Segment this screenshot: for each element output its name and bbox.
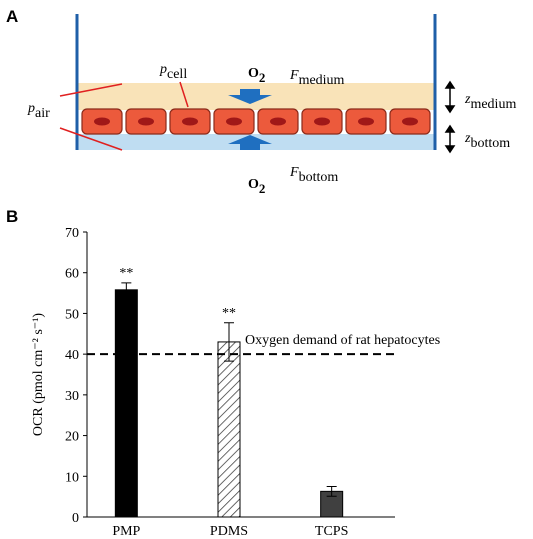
nucleus	[182, 117, 198, 126]
subscript: air	[35, 106, 50, 121]
symbol: O	[248, 177, 259, 192]
bar	[114, 289, 138, 518]
x-tick-label: TCPS	[315, 524, 348, 539]
significance-label: **	[222, 306, 236, 321]
symbol-label: Fbottom	[289, 165, 338, 185]
symbol: z	[464, 92, 471, 107]
symbol-label: pcell	[159, 62, 187, 82]
error-bar	[224, 322, 234, 362]
error-bar	[326, 485, 337, 497]
subscript: 2	[259, 181, 266, 196]
x-tick-label: PMP	[112, 524, 140, 539]
symbol: p	[27, 101, 35, 116]
arrow-up	[228, 135, 272, 150]
y-tick-label: 70	[65, 226, 79, 241]
nucleus	[314, 117, 330, 126]
subscript: cell	[167, 67, 187, 82]
cell-row	[81, 108, 431, 135]
y-tick-label: 30	[65, 389, 79, 404]
error-bar	[121, 282, 132, 298]
symbol: O	[248, 66, 259, 81]
subscript: 2	[259, 70, 266, 85]
pointer	[59, 83, 123, 97]
arrow-down	[228, 89, 272, 104]
y-tick-label: 50	[65, 307, 79, 322]
nucleus	[138, 117, 154, 126]
subscript: bottom	[470, 136, 510, 151]
y-tick-label: 40	[65, 348, 79, 363]
y-tick-label: 20	[65, 430, 79, 445]
nucleus	[94, 117, 110, 126]
symbol-label: pair	[27, 101, 50, 121]
nucleus	[402, 117, 418, 126]
symbol-label: zmedium	[464, 92, 516, 112]
y-tick-label: 0	[72, 511, 79, 526]
y-tick-label: 10	[65, 470, 79, 485]
reference-label: Oxygen demand of rat hepatocytes	[245, 333, 440, 348]
y-axis-label: OCR (pmol cm⁻² s⁻¹)	[31, 313, 46, 436]
symbol: F	[289, 165, 299, 180]
nucleus	[226, 117, 242, 126]
bar	[217, 341, 241, 518]
nucleus	[358, 117, 374, 126]
symbol-label: O2	[248, 66, 265, 85]
x-tick-label: PDMS	[210, 524, 248, 539]
nucleus	[270, 117, 286, 126]
panel-label: A	[6, 7, 18, 26]
chart: B 0 10 20 30 40 50 60 70 OCR (pmol cm⁻² s⁻¹) ** PMP…	[6, 207, 440, 539]
panel-label: B	[6, 207, 18, 226]
subscript: medium	[299, 73, 345, 88]
symbol: p	[159, 62, 167, 77]
symbol: z	[464, 131, 471, 146]
diagram: A pcell O2 FmediumzmediumpairzbottomO2Fbot…	[6, 7, 516, 196]
pointer	[179, 81, 189, 108]
symbol-label: Fmedium	[289, 68, 345, 88]
subscript: bottom	[299, 170, 339, 185]
subscript: medium	[470, 97, 516, 112]
dimension-arrows	[444, 80, 456, 154]
symbol-label: zbottom	[464, 131, 510, 151]
y-tick-label: 60	[65, 267, 79, 282]
significance-label: **	[119, 266, 133, 281]
pointer	[59, 127, 123, 151]
symbol: F	[289, 68, 299, 83]
symbol-label: O2	[248, 177, 265, 196]
